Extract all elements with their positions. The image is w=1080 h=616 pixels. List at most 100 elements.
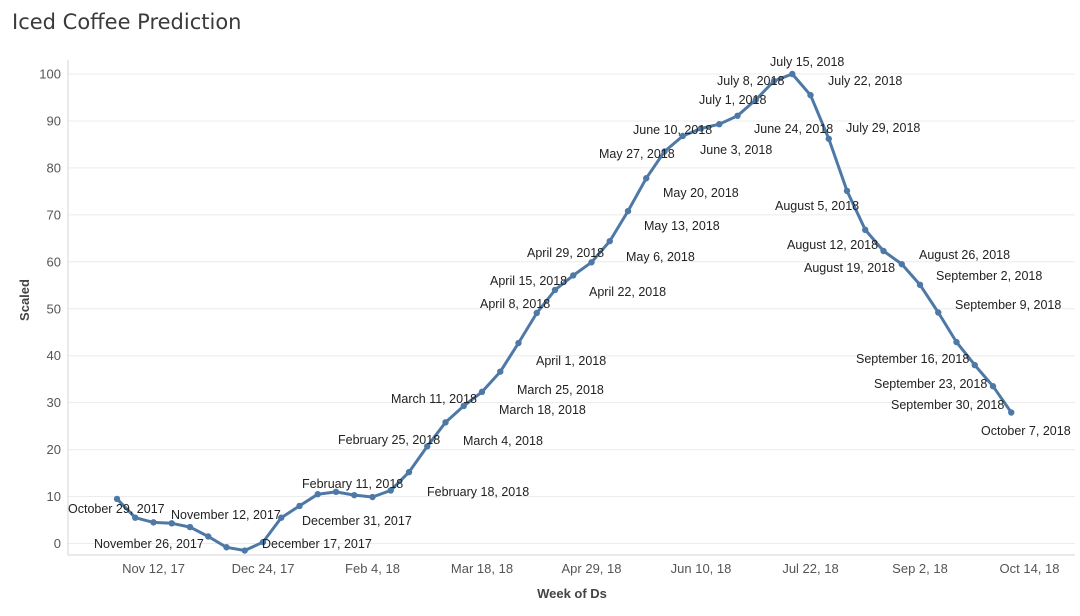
data-label: July 8, 2018 xyxy=(717,74,784,88)
y-tick-label: 70 xyxy=(47,207,61,222)
data-point xyxy=(643,175,650,182)
data-point xyxy=(716,121,723,128)
data-point xyxy=(916,281,924,289)
data-label: July 29, 2018 xyxy=(846,121,920,135)
data-label: March 11, 2018 xyxy=(391,392,477,406)
y-axis-title: Scaled xyxy=(17,279,32,321)
y-tick-label: 30 xyxy=(47,395,61,410)
data-label: November 26, 2017 xyxy=(94,537,204,551)
x-tick-label: Nov 12, 17 xyxy=(122,561,185,576)
data-point xyxy=(278,514,285,521)
data-label: October 7, 2018 xyxy=(981,424,1071,438)
x-tick-label: Dec 24, 17 xyxy=(232,561,295,576)
data-label: October 29, 2017 xyxy=(68,502,165,516)
data-label: December 31, 2017 xyxy=(302,514,412,528)
data-point xyxy=(351,491,358,499)
data-point xyxy=(734,112,741,119)
y-tick-label: 50 xyxy=(47,301,61,316)
data-point xyxy=(533,309,540,317)
x-tick-label: Feb 4, 18 xyxy=(345,561,400,576)
x-tick-label: Apr 29, 18 xyxy=(562,561,622,576)
data-label: August 19, 2018 xyxy=(804,261,895,275)
y-tick-label: 0 xyxy=(54,536,61,551)
data-label: June 10, 2018 xyxy=(633,123,712,137)
data-label: February 11, 2018 xyxy=(302,477,403,491)
data-label: September 30, 2018 xyxy=(891,398,1004,412)
data-point xyxy=(314,491,321,498)
data-point xyxy=(113,495,121,503)
data-label: September 9, 2018 xyxy=(955,298,1061,312)
data-label: September 2, 2018 xyxy=(936,269,1042,283)
data-point xyxy=(752,96,759,104)
data-point xyxy=(223,544,230,551)
data-labels: October 29, 2017 November 12, 2017 Februar… xyxy=(68,55,1071,551)
data-label: March 25, 2018 xyxy=(517,383,604,397)
x-tick-label: Jun 10, 18 xyxy=(671,561,732,576)
data-label: April 15, 2018 xyxy=(490,274,567,288)
data-point xyxy=(241,547,248,554)
data-label: April 22, 2018 xyxy=(589,285,666,299)
data-label: December 17, 2017 xyxy=(262,537,372,551)
series-line xyxy=(115,72,1013,552)
y-tick-label: 80 xyxy=(47,160,61,175)
data-point xyxy=(369,493,376,501)
data-point xyxy=(971,361,978,369)
data-point xyxy=(935,309,942,316)
y-tick-label: 60 xyxy=(47,254,61,269)
data-point xyxy=(606,237,613,245)
x-tick-label: Oct 14, 18 xyxy=(1000,561,1060,576)
data-point xyxy=(661,148,668,155)
data-label: August 5, 2018 xyxy=(775,199,859,213)
data-point xyxy=(697,125,705,132)
data-point xyxy=(332,488,340,496)
data-label: September 23, 2018 xyxy=(874,377,987,391)
data-point xyxy=(953,338,960,346)
data-point xyxy=(770,77,778,85)
data-point xyxy=(296,502,303,510)
data-label: November 12, 2017 xyxy=(171,508,281,522)
y-tick-label: 100 xyxy=(39,67,61,82)
data-points xyxy=(113,70,1015,554)
data-point xyxy=(405,468,413,476)
data-label: June 24, 2018 xyxy=(754,122,833,136)
series-scaled xyxy=(115,72,1013,552)
data-label: February 18, 2018 xyxy=(427,485,529,499)
y-axis: 0 10 20 30 40 50 60 70 80 90 100 xyxy=(39,60,69,555)
data-point xyxy=(515,339,522,347)
data-point xyxy=(551,286,559,294)
data-label: April 1, 2018 xyxy=(536,354,606,368)
data-point xyxy=(843,187,851,195)
data-label: June 3, 2018 xyxy=(700,143,772,157)
data-point xyxy=(825,135,832,142)
data-label: August 12, 2018 xyxy=(787,238,878,252)
data-label: July 22, 2018 xyxy=(828,74,902,88)
gridlines xyxy=(68,73,1075,544)
y-tick-label: 10 xyxy=(47,489,61,504)
data-point xyxy=(880,247,887,255)
data-point xyxy=(898,260,905,268)
data-point xyxy=(588,259,595,266)
y-tick-label: 20 xyxy=(47,442,61,457)
x-tick-label: Jul 22, 18 xyxy=(782,561,838,576)
data-label: March 18, 2018 xyxy=(499,403,586,417)
data-point xyxy=(789,70,796,78)
data-label: July 15, 2018 xyxy=(770,55,844,69)
data-point xyxy=(624,207,632,215)
x-axis-title: Week of Ds xyxy=(537,586,607,601)
data-point xyxy=(387,487,394,494)
x-axis: Nov 12, 17 Dec 24, 17 Feb 4, 18 Mar 18, 18 A… xyxy=(68,554,1075,576)
data-point xyxy=(570,272,577,279)
data-point xyxy=(1008,409,1015,416)
data-label: May 6, 2018 xyxy=(626,250,695,264)
y-tick-label: 90 xyxy=(47,113,61,128)
data-point xyxy=(424,443,431,450)
data-label: September 16, 2018 xyxy=(856,352,969,366)
data-label: May 13, 2018 xyxy=(644,219,720,233)
y-tick-label: 40 xyxy=(47,348,61,363)
data-label: May 27, 2018 xyxy=(599,147,675,161)
data-point xyxy=(150,519,157,526)
data-label: July 1, 2018 xyxy=(699,93,766,107)
data-point xyxy=(186,523,194,531)
data-label: May 20, 2018 xyxy=(663,186,739,200)
